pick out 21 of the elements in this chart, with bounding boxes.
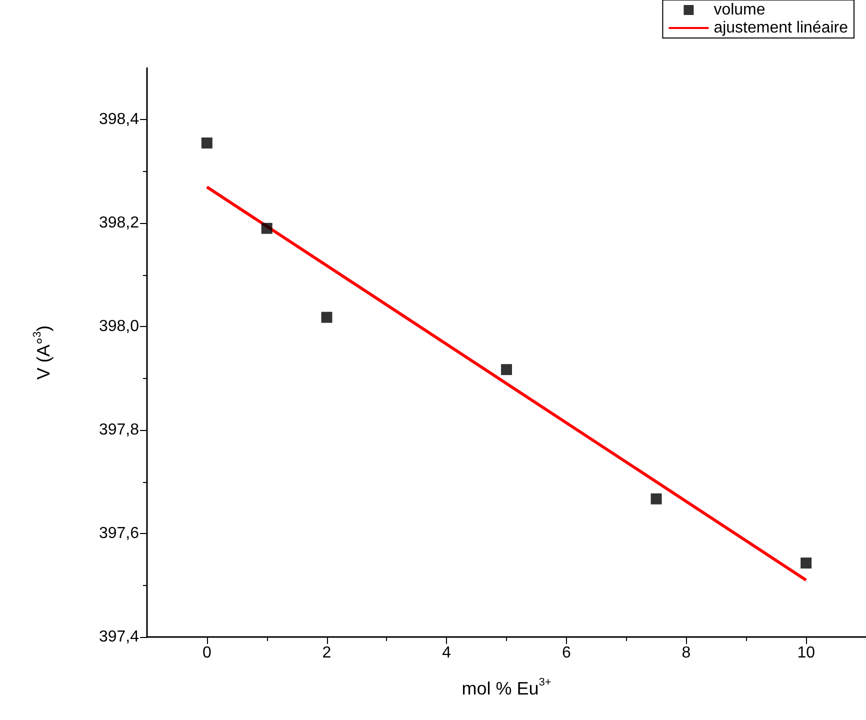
x-tick-label: 0 — [202, 644, 212, 662]
point — [261, 222, 272, 234]
point — [201, 138, 212, 149]
y-tick-label: 397,6 — [98, 525, 140, 542]
x-tick-label: 6 — [562, 644, 571, 662]
legend-label: volume — [714, 2, 766, 18]
y-tick-label: 398,4 — [98, 111, 140, 128]
x-tick-label: 2 — [322, 644, 332, 662]
legend-label: ajustement linéaire — [714, 20, 848, 36]
point — [650, 493, 662, 504]
point — [501, 364, 512, 376]
point — [321, 312, 332, 323]
y-tick-label: 398,0 — [98, 318, 140, 336]
y-axis-title: V (A°3) — [32, 325, 54, 380]
x-tick-label: 10 — [797, 644, 816, 662]
point — [800, 558, 812, 569]
y-tick-label: 397,8 — [98, 422, 140, 439]
y-tick-label: 398,2 — [98, 214, 140, 232]
y-tick-label: 397,4 — [98, 628, 140, 646]
x-tick-label: 4 — [442, 644, 452, 662]
x-tick-label: 8 — [682, 644, 691, 662]
